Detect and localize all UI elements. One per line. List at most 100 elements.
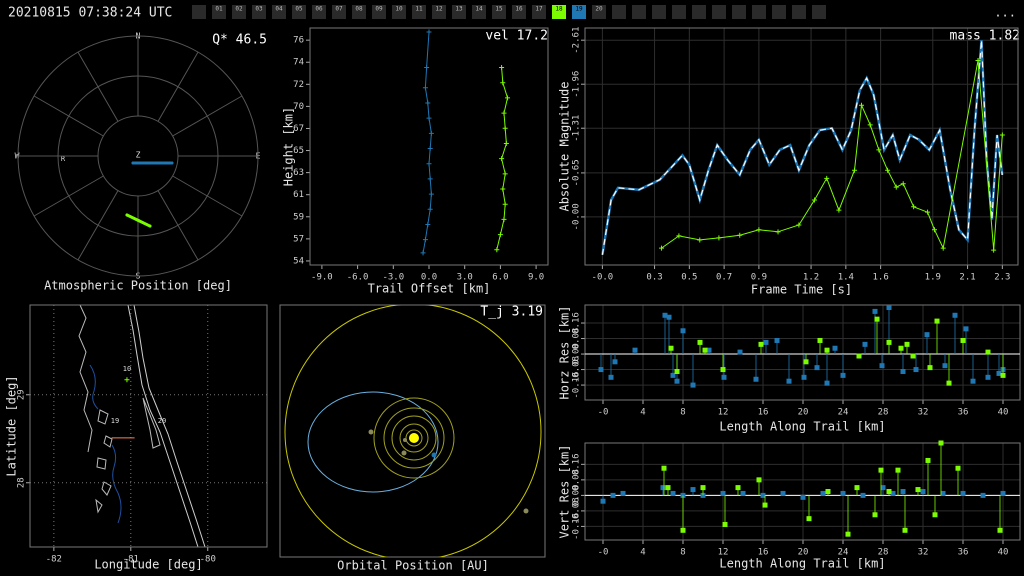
frame-label: 03 [255,6,263,13]
y-tick-label: 0.16 [572,312,582,334]
frame-button[interactable] [312,5,326,19]
y-axis-label: Latitude [deg] [5,375,19,476]
frame-button[interactable] [392,5,406,19]
frame-button[interactable] [332,5,346,19]
frame-button[interactable] [372,5,386,19]
frame-label: 01 [215,6,223,13]
frame-button[interactable] [552,5,566,19]
x-tick-label: 1.9 [925,273,941,283]
marker [925,209,931,215]
polar-spoke [77,190,119,261]
marker [632,347,638,353]
frame-button[interactable] [452,5,466,19]
marker [426,29,432,35]
x-axis-label: Trail Offset [km] [368,282,491,296]
frame-button[interactable] [792,5,806,19]
frame-label: 02 [235,6,243,13]
polar-spoke [157,51,199,122]
marker [774,337,780,343]
marker [427,176,433,182]
marker [428,191,434,197]
menu[interactable]: ... [994,6,1016,20]
marker [952,312,958,318]
frame-button[interactable] [712,5,726,19]
x-tick-label: -9.0 [311,273,333,283]
frame-button[interactable] [652,5,666,19]
frame-button[interactable] [512,5,526,19]
marker [427,146,433,152]
frame-button[interactable] [272,5,286,19]
frame-button[interactable] [812,5,826,19]
marker [825,489,831,494]
marker [426,115,432,121]
marker [845,531,851,537]
marker [502,201,508,207]
marker [425,221,431,227]
y-tick-label: -0.65 [572,159,582,186]
frame-button[interactable] [192,5,206,19]
frame-button[interactable] [292,5,306,19]
x-tick-label: 36 [958,548,969,558]
frame-button[interactable] [772,5,786,19]
frame-button[interactable] [252,5,266,19]
marker [824,347,830,353]
frame-label: 08 [355,6,363,13]
plot-frame [584,27,1019,266]
frame-button[interactable] [432,5,446,19]
marker [924,332,930,338]
y-tick-label: 0.08 [572,328,582,350]
frame-button[interactable] [572,5,586,19]
plot-frame [584,442,1021,541]
frame-button[interactable] [672,5,686,19]
frame-button[interactable] [692,5,706,19]
x-tick-label: 40 [998,408,1009,418]
x-tick-label: 32 [918,548,929,558]
frame-button[interactable] [412,5,426,19]
x-tick-label: 2.3 [994,273,1010,283]
marker [890,490,896,496]
marker [942,363,948,369]
marker [886,489,892,494]
timestamp: 20210815 07:38:24 UTC [8,6,172,21]
marker [501,216,507,222]
polar-spoke [172,175,243,217]
orbit-diagram [284,305,542,557]
y-axis-label: Height [km] [282,107,296,186]
marker [886,305,892,311]
frame-button[interactable] [612,5,626,19]
map-label: 20 [158,417,166,425]
y-tick-label: 0.00 [572,343,582,365]
trail-point [131,161,135,165]
marker [670,490,676,496]
marker [867,122,873,128]
marker [422,85,428,91]
frame-button[interactable] [532,5,546,19]
marker [494,247,500,253]
frame-button[interactable] [352,5,366,19]
frame-label: 04 [275,6,283,13]
marker [840,372,846,378]
frame-button[interactable] [212,5,226,19]
marker [706,347,712,353]
x-tick-label: -0.0 [592,273,614,283]
x-tick-label: 0.0 [421,273,437,283]
frame-button[interactable] [752,5,766,19]
polar-spoke [33,95,104,137]
plot-frame [584,304,1021,401]
marker [872,308,878,314]
frame-button[interactable] [492,5,506,19]
frame-button[interactable] [592,5,606,19]
marker [858,102,864,108]
x-tick-label: 4 [640,408,645,418]
x-tick-label: 6.0 [492,273,508,283]
marker [720,367,726,373]
y-tick-label: 0.00 [572,485,582,507]
frame-button[interactable] [632,5,646,19]
marker [824,380,830,386]
frame-button[interactable] [472,5,486,19]
marker [598,367,604,373]
marker [499,156,505,162]
frame-button[interactable] [232,5,246,19]
marker [697,339,703,345]
frame-button[interactable] [732,5,746,19]
